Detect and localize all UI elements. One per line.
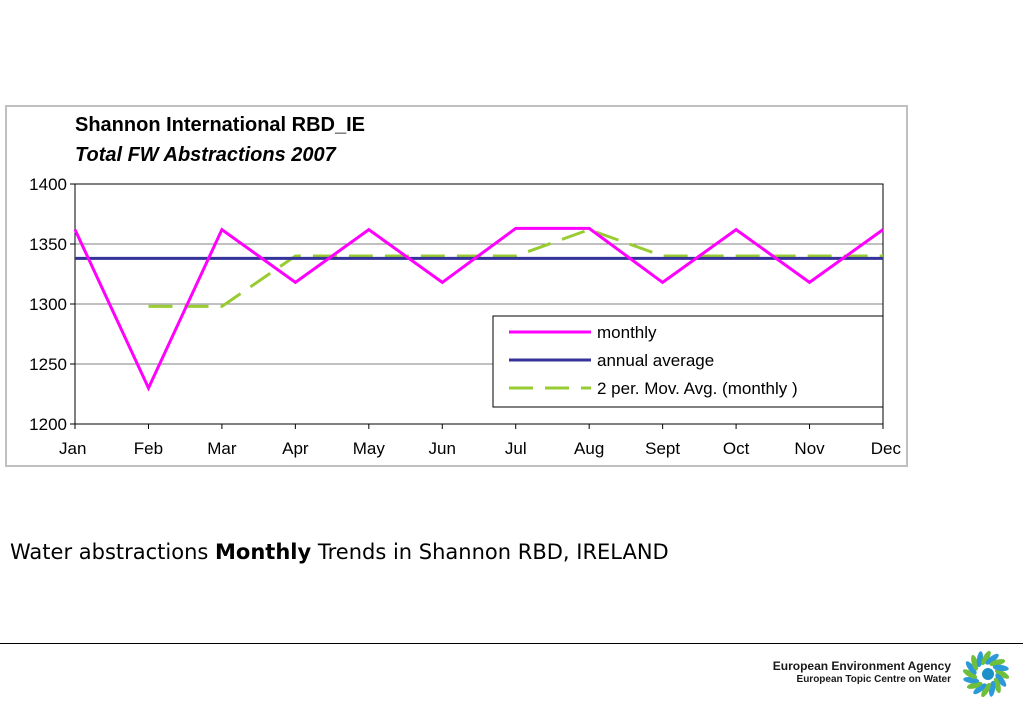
x-tick-label: Oct bbox=[723, 439, 750, 458]
x-axis: Jan Feb Mar Apr May Jun Jul Aug Sept Oct Nov Dec bbox=[59, 424, 901, 458]
series-line-0 bbox=[73, 226, 884, 392]
logo-petal bbox=[962, 669, 978, 679]
legend-entry-0: monthly bbox=[597, 323, 657, 342]
caption-prefix: Water abstractions bbox=[10, 540, 216, 564]
y-tick-label: 1200 bbox=[29, 415, 67, 434]
logo-petal bbox=[981, 682, 991, 698]
y-axis: 1200 1250 1300 1350 1400 bbox=[29, 175, 75, 434]
legend: monthly annual average 2 per. Mov. Avg. (m… bbox=[492, 315, 884, 408]
chart-subtitle: Total FW Abstractions 2007 bbox=[75, 144, 337, 166]
logo-petal bbox=[993, 677, 1001, 694]
footer-divider bbox=[0, 643, 1023, 644]
caption-bold: Monthly bbox=[215, 540, 312, 564]
x-tick-label: May bbox=[353, 439, 386, 458]
logo-petal bbox=[992, 664, 1009, 672]
agency-block: European Environment Agency European Top… bbox=[773, 660, 951, 686]
x-tick-label: Sept bbox=[645, 439, 680, 458]
eea-logo-icon bbox=[962, 650, 1010, 698]
chart-frame: Shannon International RBD_IE Total FW Ab… bbox=[5, 105, 908, 467]
slide-caption: Water abstractions Monthly Trends in Sha… bbox=[10, 540, 669, 564]
x-tick-label: Apr bbox=[282, 439, 309, 458]
x-tick-label: Jun bbox=[429, 439, 456, 458]
x-tick-label: Jul bbox=[505, 439, 527, 458]
x-tick-label: Mar bbox=[207, 439, 237, 458]
logo-petal bbox=[995, 673, 1007, 687]
logo-petal bbox=[994, 669, 1010, 679]
legend-entry-2: 2 per. Mov. Avg. (monthly ) bbox=[597, 379, 798, 398]
x-tick-label: Feb bbox=[134, 439, 163, 458]
caption-suffix: Trends in Shannon RBD, IRELAND bbox=[311, 540, 669, 564]
logo-petal bbox=[965, 661, 977, 675]
logo-petal bbox=[981, 650, 991, 666]
y-tick-label: 1300 bbox=[29, 295, 67, 314]
agency-name: European Environment Agency bbox=[772, 659, 951, 673]
y-tick-label: 1400 bbox=[29, 175, 67, 194]
series-line-2 bbox=[148, 228, 883, 308]
x-tick-label: Nov bbox=[794, 439, 825, 458]
x-tick-label: Aug bbox=[574, 439, 604, 458]
x-tick-label: Dec bbox=[871, 439, 902, 458]
y-tick-label: 1250 bbox=[29, 355, 67, 374]
logo-core bbox=[982, 668, 994, 680]
series-lines bbox=[73, 226, 884, 392]
logo-petal bbox=[971, 654, 979, 671]
chart-title: Shannon International RBD_IE bbox=[75, 114, 365, 136]
y-tick-label: 1350 bbox=[29, 235, 67, 254]
logo-petal bbox=[973, 683, 987, 695]
logo-petal bbox=[966, 681, 983, 689]
logo-petal bbox=[989, 659, 1006, 667]
x-tick-label: Jan bbox=[59, 439, 86, 458]
legend-entry-1: annual average bbox=[597, 351, 714, 370]
logo-petal bbox=[985, 653, 999, 665]
agency-subtitle: European Topic Centre on Water bbox=[796, 674, 951, 685]
line-chart: Shannon International RBD_IE Total FW Ab… bbox=[29, 114, 901, 458]
